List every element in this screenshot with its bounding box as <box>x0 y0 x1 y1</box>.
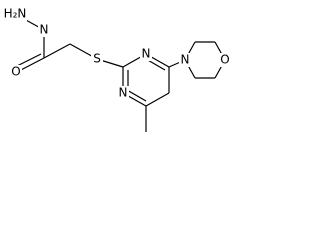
molecule-diagram: H₂N N O S N N N O <box>3 6 231 132</box>
atom-label: N <box>40 23 49 37</box>
bond <box>145 92 170 107</box>
label-background <box>3 6 27 22</box>
atom-label: N <box>142 47 151 61</box>
bond <box>14 53 42 68</box>
label-background <box>10 65 22 79</box>
atom-label: O <box>11 65 20 79</box>
bond <box>126 89 147 102</box>
atom-label: N <box>119 86 128 100</box>
atom-label: H₂N <box>4 7 27 21</box>
atom-label: S <box>93 52 101 66</box>
bonds <box>14 13 226 132</box>
bond <box>43 43 71 59</box>
label-background <box>179 53 191 67</box>
label-background <box>117 86 129 100</box>
atom-label: O <box>220 53 229 67</box>
label-background <box>219 53 231 67</box>
atom-labels: H₂N N O S N N N O <box>3 6 231 100</box>
label-background <box>91 52 103 66</box>
atom-label: N <box>181 53 190 67</box>
page: {"atoms": [ {"label": "H₂N"}, {"label": … <box>3 6 231 132</box>
label-background <box>140 47 152 61</box>
label-background <box>38 23 50 37</box>
